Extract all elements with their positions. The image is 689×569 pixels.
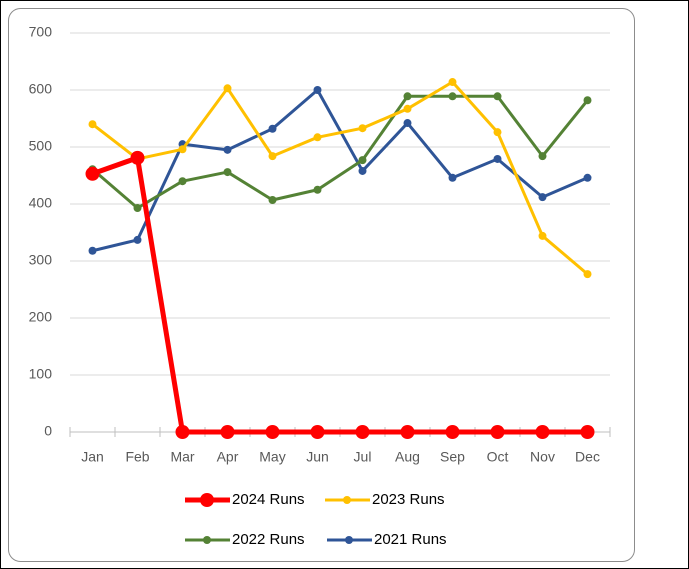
y-tick-label: 200	[29, 309, 53, 325]
series-line	[91, 94, 589, 210]
x-tick-label: Aug	[395, 449, 420, 465]
data-point	[178, 177, 187, 186]
x-tick-label: May	[259, 449, 285, 465]
data-point	[223, 168, 232, 177]
y-tick-label: 600	[29, 81, 53, 97]
data-point	[538, 231, 547, 240]
data-point	[448, 78, 457, 87]
y-tick-label: 0	[44, 423, 52, 439]
legend-marker	[343, 496, 351, 504]
data-point	[223, 84, 232, 93]
y-tick-label: 300	[29, 252, 53, 268]
data-point	[178, 145, 187, 154]
x-tick-label: Jan	[81, 449, 104, 465]
series-line	[91, 155, 588, 435]
data-point	[223, 145, 232, 154]
x-tick-label: Nov	[530, 449, 555, 465]
data-point	[130, 150, 145, 165]
legend-label: 2022 Runs	[232, 531, 305, 548]
x-tick-label: Dec	[575, 449, 600, 465]
data-point	[493, 92, 502, 101]
data-point	[313, 86, 322, 94]
data-point	[88, 246, 97, 255]
y-tick-label: 700	[29, 24, 53, 40]
y-tick-label: 100	[29, 366, 53, 382]
series-line	[91, 80, 589, 276]
data-point	[583, 96, 592, 105]
data-point	[88, 120, 97, 129]
x-tick-label: Feb	[125, 449, 149, 465]
data-point	[358, 156, 367, 165]
data-point	[313, 133, 322, 142]
data-point	[268, 124, 277, 133]
y-tick-label: 500	[29, 138, 53, 154]
legend-label: 2021 Runs	[374, 531, 447, 548]
legend-marker	[345, 536, 353, 544]
legend-marker	[203, 536, 211, 544]
x-tick-label: Apr	[217, 449, 239, 465]
data-point	[448, 173, 457, 182]
legend-marker	[200, 493, 214, 507]
data-point	[85, 166, 100, 181]
data-point	[133, 235, 142, 244]
legend-label: 2024 Runs	[232, 491, 305, 508]
data-point	[538, 193, 547, 202]
data-point	[493, 154, 502, 163]
data-point	[535, 425, 550, 439]
data-point	[355, 425, 370, 439]
data-point	[403, 92, 412, 101]
data-point	[313, 185, 322, 194]
data-point	[358, 124, 367, 133]
data-point	[268, 196, 277, 205]
data-point	[310, 425, 325, 439]
data-point	[175, 425, 190, 439]
x-tick-label: Oct	[487, 449, 509, 465]
data-point	[538, 152, 547, 161]
x-tick-label: Jul	[354, 449, 372, 465]
x-tick-label: Sep	[440, 449, 465, 465]
data-point	[493, 128, 502, 137]
data-point	[220, 425, 235, 439]
data-point	[580, 425, 595, 439]
data-point	[448, 92, 457, 101]
data-point	[400, 425, 415, 439]
data-point	[403, 104, 412, 113]
data-point	[490, 425, 505, 439]
series-line	[92, 88, 589, 253]
x-tick-label: Mar	[170, 449, 194, 465]
data-point	[403, 119, 412, 128]
data-point	[268, 152, 277, 161]
legend-label: 2023 Runs	[372, 491, 445, 508]
x-tick-label: Jun	[306, 449, 329, 465]
data-point	[133, 203, 142, 212]
chart-frame	[8, 8, 635, 562]
data-point	[583, 173, 592, 182]
y-tick-label: 400	[29, 195, 53, 211]
data-point	[358, 166, 367, 175]
data-point	[265, 425, 280, 439]
data-point	[445, 425, 460, 439]
data-point	[583, 270, 592, 279]
